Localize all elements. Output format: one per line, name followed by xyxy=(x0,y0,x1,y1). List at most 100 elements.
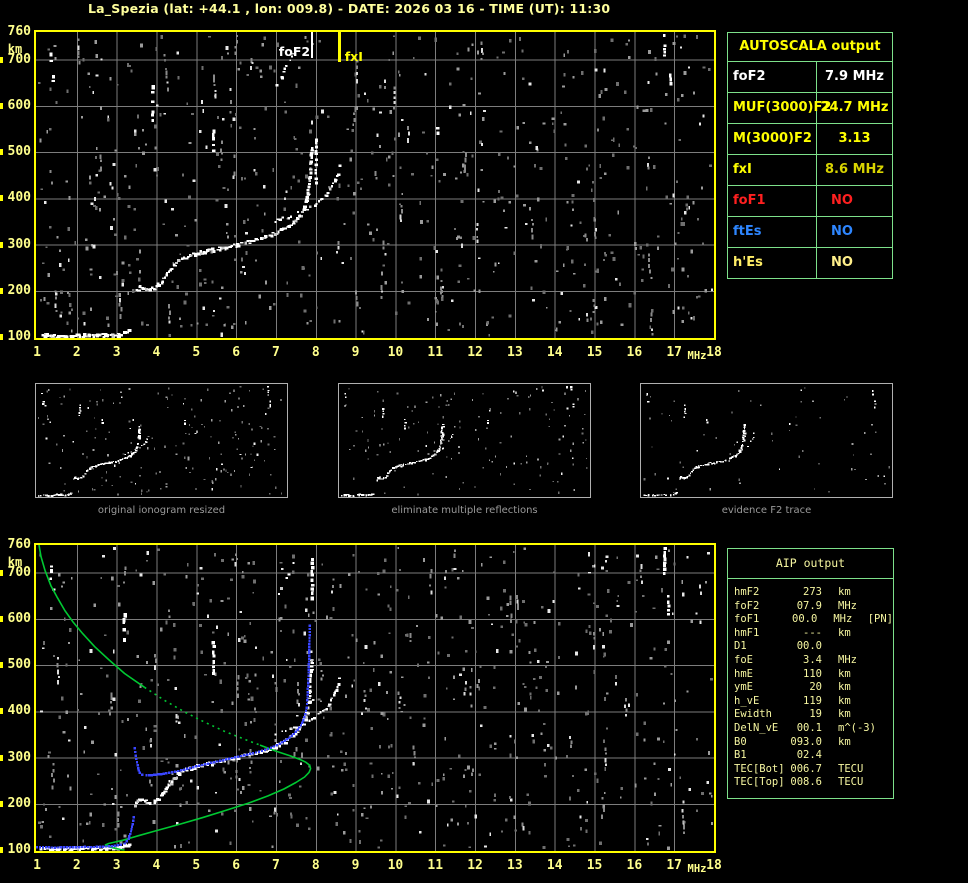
y-axis-unit-label: km xyxy=(7,42,23,56)
thumbnail-caption-eliminate: eliminate multiple reflections xyxy=(391,505,538,516)
x-axis-tick-label: 7 xyxy=(272,858,280,873)
y-axis-tick-label: 300 xyxy=(7,749,31,765)
y-axis-tick-mark xyxy=(0,149,3,156)
x-axis-tick-label: 11 xyxy=(427,858,444,873)
aip-param-unit: km xyxy=(838,586,851,598)
aip-param-note: [PN] xyxy=(867,613,894,626)
aip-param-unit: TECU xyxy=(838,762,864,775)
thumbnail-caption-evidence: evidence F2 trace xyxy=(721,505,812,516)
y-axis-unit-label: km xyxy=(7,555,23,569)
x-axis-tick-label: 6 xyxy=(232,345,241,360)
x-axis-tick-label: 12 xyxy=(467,858,483,873)
aip-param-value: 20 xyxy=(809,681,822,694)
y-axis-tick-mark xyxy=(0,102,3,109)
x-axis-tick-label: 17 xyxy=(666,858,682,873)
x-axis-tick-label: 16 xyxy=(626,858,643,873)
svg-text:foF2: foF2 xyxy=(279,44,310,59)
x-axis-tick-label: 10 xyxy=(387,345,404,360)
aip-param-unit: km xyxy=(838,694,851,707)
x-axis-tick-label: 3 xyxy=(112,858,121,873)
x-axis-tick-label: 1 xyxy=(33,858,41,873)
x-axis-tick-label: 4 xyxy=(152,858,161,873)
x-axis-tick-label: 5 xyxy=(192,858,201,873)
aip-param-label: TEC[Top] xyxy=(734,776,785,789)
aip-param-label: h_vE xyxy=(734,694,760,707)
y-axis-tick-mark xyxy=(0,241,3,248)
thumbnail-caption-original: original ionogram resized xyxy=(97,505,226,516)
x-axis-tick-label: 4 xyxy=(152,345,161,360)
autoscala-param-value: NO xyxy=(831,193,853,208)
x-axis-tick-label: 13 xyxy=(507,345,523,360)
autoscala-table-header: AUTOSCALA output xyxy=(728,33,892,62)
aip-param-value: 02.4 xyxy=(796,749,822,762)
aip-row-tectop: TEC[Top] 008.6 TECU xyxy=(734,776,893,790)
autoscala-param-label: fxI xyxy=(728,155,817,185)
y-axis-tick-label: 600 xyxy=(7,97,31,113)
aip-row-fof1: foF1 00.0 MHz [PN] xyxy=(734,613,893,627)
aip-row-ewidth: Ewidth 19 km xyxy=(734,708,893,722)
y-axis-tick-label: 760 xyxy=(7,537,31,552)
autoscala-param-label: foF1 xyxy=(728,186,817,216)
aip-param-value: 006.7 xyxy=(790,762,822,775)
aip-table: AIP output hmF2 273 km foF2 07.9 MHz foF1 00.0 M… xyxy=(727,548,894,799)
y-axis-tick-mark xyxy=(0,800,3,807)
aip-param-unit: km xyxy=(838,708,851,721)
autoscala-param-value: NO xyxy=(831,255,853,270)
x-axis-tick-label: 2 xyxy=(72,858,81,873)
autoscala-param-label: M(3000)F2 xyxy=(728,124,817,154)
x-axis-tick-label: 7 xyxy=(272,345,280,360)
aip-param-unit: m^(-3) xyxy=(838,721,876,734)
autoscala-table: AUTOSCALA output foF2 7.9 MHz MUF(3000)F2 2… xyxy=(727,32,893,279)
y-axis-tick-label: 760 xyxy=(7,24,31,39)
x-axis-unit-label: MHz xyxy=(687,863,707,875)
autoscala-param-value: 24.7 MHz xyxy=(820,100,889,115)
y-axis-tick-mark xyxy=(0,708,3,715)
aip-row-hme: hmE 110 km xyxy=(734,668,893,682)
x-axis-tick-label: 2 xyxy=(72,345,81,360)
autoscala-row-fof1: foF1 NO xyxy=(728,186,892,217)
aip-param-value: 110 xyxy=(803,667,822,680)
aip-row-b1: B1 02.4 xyxy=(734,749,893,763)
thumbnail-eliminate-reflections xyxy=(338,383,591,498)
aip-param-value: 093.0 xyxy=(790,735,822,748)
aip-param-value: 008.6 xyxy=(790,776,822,789)
y-axis-tick-label: 400 xyxy=(7,703,31,719)
aip-row-hmf1: hmF1 --- km xyxy=(734,627,893,641)
aip-param-value: 3.4 xyxy=(803,653,822,666)
y-axis-tick-label: 100 xyxy=(7,328,31,344)
y-axis-tick-mark xyxy=(0,333,3,340)
autoscala-param-label: h'Es xyxy=(728,248,817,278)
aip-param-value: 00.0 xyxy=(796,640,822,653)
y-axis-tick-label: 300 xyxy=(7,236,31,252)
aip-param-unit xyxy=(838,640,868,654)
ionogram-plot-top: foF2 fxI xyxy=(34,30,716,340)
aip-param-label: TEC[Bot] xyxy=(734,762,785,775)
aip-row-delnve: DelN_vE 00.1 m^(-3) xyxy=(734,722,893,736)
aip-param-unit: MHz xyxy=(838,653,857,666)
y-axis-tick-mark xyxy=(0,754,3,761)
x-axis-tick-label: 9 xyxy=(351,345,360,360)
aip-param-unit: km xyxy=(838,667,851,680)
y-axis-tick-label: 200 xyxy=(7,282,31,298)
x-axis-tick-label: 9 xyxy=(351,858,360,873)
autoscala-param-label: MUF(3000)F2 xyxy=(728,93,831,123)
aip-row-yme: ymE 20 km xyxy=(734,681,893,695)
aip-param-value: 119 xyxy=(803,694,822,707)
aip-row-fof2: foF2 07.9 MHz xyxy=(734,600,893,614)
x-axis-tick-label: 11 xyxy=(427,345,444,360)
aip-row-b0: B0 093.0 km xyxy=(734,736,893,750)
x-axis-tick-label: 14 xyxy=(546,858,563,873)
aip-param-label: hmF2 xyxy=(734,586,760,598)
x-axis-tick-label: 8 xyxy=(311,345,320,360)
aip-param-value: 07.9 xyxy=(796,599,822,612)
autoscala-row-muf3000f2: MUF(3000)F2 24.7 MHz xyxy=(728,93,892,124)
aip-param-value: 00.1 xyxy=(796,721,822,734)
y-axis-tick-mark xyxy=(0,56,3,63)
aip-param-unit xyxy=(838,749,868,763)
aip-row-foe: foE 3.4 MHz xyxy=(734,654,893,668)
aip-param-unit: TECU xyxy=(838,776,864,789)
x-axis-tick-label: 18 xyxy=(706,858,722,873)
x-axis-tick-label: 5 xyxy=(192,345,201,360)
aip-param-unit: km xyxy=(838,681,851,694)
